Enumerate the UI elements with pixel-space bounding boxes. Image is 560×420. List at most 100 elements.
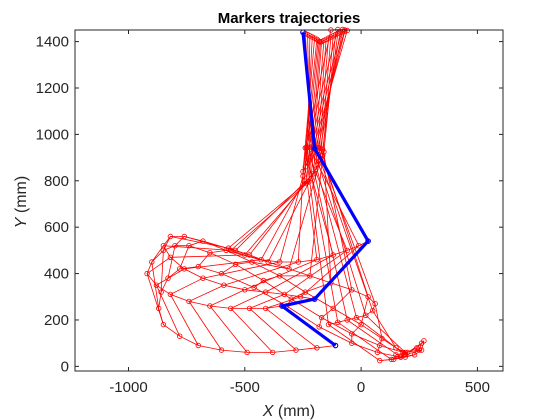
marker-point — [344, 317, 350, 323]
marker-point — [200, 238, 206, 244]
x-tick-label: 500 — [465, 379, 490, 396]
marker-point — [281, 291, 287, 298]
marker-point — [391, 356, 397, 363]
marker-point — [249, 259, 255, 265]
y-tick-label: 1400 — [36, 34, 69, 51]
marker-point — [297, 294, 304, 300]
marker-point — [314, 257, 320, 263]
marker-point — [377, 342, 383, 349]
marker-point — [270, 349, 276, 356]
marker-point — [302, 145, 308, 151]
marker-point — [325, 321, 332, 328]
marker-point — [344, 247, 350, 254]
marker-point — [393, 352, 399, 358]
marker-point — [155, 305, 162, 312]
ticks-layer: -1000 -500 0 500 0 200 400 600 800 1000 1200 1400 — [36, 30, 503, 396]
highlighted-marker-point — [311, 145, 318, 152]
marker-point — [315, 161, 321, 168]
marker-point — [356, 242, 362, 249]
y-tick-label: 600 — [44, 219, 69, 236]
marker-point — [277, 273, 283, 279]
marker-point — [221, 282, 227, 288]
marker-point — [195, 342, 201, 349]
marker-point — [414, 345, 420, 351]
y-tick-label: 400 — [44, 266, 69, 283]
marker-point — [379, 335, 385, 342]
marker-point — [176, 266, 183, 272]
marker-point — [167, 291, 174, 298]
marker-point — [308, 175, 314, 182]
y-axis-unit: (mm) — [13, 176, 30, 218]
marker-point — [251, 284, 257, 291]
marker-point — [176, 333, 183, 339]
marker-point — [370, 308, 376, 314]
x-axis-label: X (mm) — [262, 403, 315, 420]
x-tick-label: 0 — [357, 379, 365, 396]
highlighted-marker-point — [311, 296, 318, 302]
segment-stick-line — [308, 29, 418, 358]
marker-point — [363, 312, 369, 318]
marker-point — [330, 252, 336, 258]
marker-point — [309, 150, 315, 156]
marker-point — [200, 275, 206, 281]
marker-point — [242, 287, 248, 293]
marker-point — [295, 259, 301, 265]
marker-point — [160, 321, 167, 328]
marker-point — [149, 259, 155, 265]
marker-point — [302, 289, 308, 295]
marker-point — [335, 319, 341, 325]
x-tick-label: -500 — [230, 379, 260, 396]
marker-point — [304, 159, 311, 165]
y-tick-label: 800 — [44, 173, 69, 190]
marker-point — [265, 259, 271, 265]
marker-trajectory-line — [162, 236, 406, 361]
segment-stick-line — [169, 39, 318, 346]
marker-point — [228, 305, 234, 312]
marker-point — [307, 273, 313, 279]
marker-point — [167, 233, 174, 240]
marker-point — [246, 305, 253, 312]
marker-point — [232, 261, 239, 267]
marker-point — [158, 289, 164, 295]
marker-point — [306, 144, 312, 151]
marker-point — [349, 340, 355, 346]
highlighted-frame-line — [280, 32, 370, 347]
marker-point — [307, 154, 313, 161]
marker-point — [421, 338, 427, 344]
highlighted-marker-point — [279, 303, 285, 309]
y-axis-label: Y (mm) — [13, 176, 30, 228]
marker-point — [144, 270, 150, 277]
y-tick-label: 1200 — [36, 80, 69, 97]
marker-point — [393, 345, 399, 351]
y-tick-label: 1000 — [36, 126, 69, 143]
marker-point — [402, 354, 408, 360]
segment-stick-line — [317, 31, 383, 353]
y-tick-label: 200 — [44, 312, 69, 329]
highlighted-marker-point — [365, 238, 371, 244]
marker-point — [349, 331, 355, 337]
marker-point — [232, 247, 239, 254]
data-layer — [144, 26, 427, 364]
marker-point — [372, 301, 378, 307]
x-axis-variable: X — [262, 403, 275, 420]
marker-point — [160, 247, 167, 254]
y-axis-variable: Y — [13, 216, 30, 228]
marker-point — [318, 314, 325, 321]
marker-point — [223, 247, 229, 254]
segment-stick-line — [151, 42, 321, 309]
marker-point — [195, 263, 201, 270]
marker-point — [293, 347, 299, 353]
marker-point — [207, 249, 213, 256]
marker-point — [330, 305, 336, 312]
marker-point — [353, 314, 360, 321]
marker-point — [263, 305, 269, 312]
marker-point — [388, 356, 394, 363]
marker-point — [374, 349, 381, 356]
chart-title: Markers trajectories — [218, 10, 361, 27]
marker-point — [218, 270, 225, 277]
marker-point — [314, 345, 320, 351]
marker-point — [165, 275, 171, 281]
marker-point — [167, 254, 174, 260]
